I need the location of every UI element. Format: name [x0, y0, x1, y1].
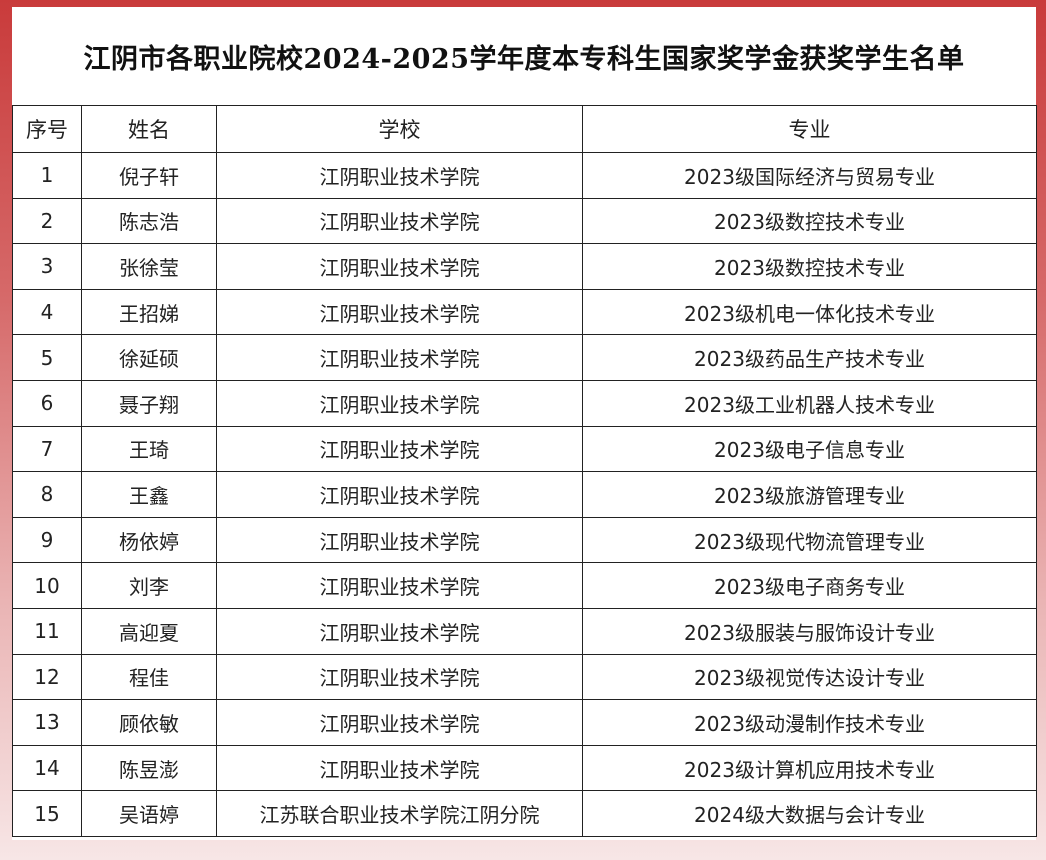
major-cell: 2023级国际经济与贸易专业: [582, 152, 1037, 199]
name-cell: 倪子轩: [81, 152, 217, 199]
major-cell: 2023级工业机器人技术专业: [582, 379, 1037, 427]
table-row: 15 吴语婷 江苏联合职业技术学院江阴分院 2024级大数据与会计专业: [12, 790, 1037, 837]
name-cell: 刘李: [81, 562, 217, 609]
major-cell: 2024级大数据与会计专业: [582, 790, 1037, 837]
table-row: 6 聂子翔 江阴职业技术学院 2023级工业机器人技术专业: [12, 379, 1037, 427]
major-cell: 2023级服装与服饰设计专业: [582, 607, 1037, 655]
major-cell: 2023级动漫制作技术专业: [582, 699, 1037, 746]
index-cell: 12: [12, 653, 82, 701]
table-row: 13 顾依敏 江阴职业技术学院 2023级动漫制作技术专业: [12, 699, 1037, 746]
index-cell: 10: [12, 562, 82, 609]
school-cell: 江阴职业技术学院: [216, 243, 583, 290]
header-school: 学校: [216, 105, 583, 153]
major-cell: 2023级旅游管理专业: [582, 471, 1037, 518]
major-cell: 2023级数控技术专业: [582, 243, 1037, 290]
school-cell: 江阴职业技术学院: [216, 288, 583, 336]
school-cell: 江阴职业技术学院: [216, 699, 583, 746]
table-row: 12 程佳 江阴职业技术学院 2023级视觉传达设计专业: [12, 653, 1037, 701]
scholarship-table: 序号 姓名 学校 专业 1 倪子轩 江阴职业技术学院 2023级国际经济与贸易专业 2 陈…: [12, 105, 1037, 837]
major-cell: 2023级数控技术专业: [582, 197, 1037, 245]
school-cell: 江阴职业技术学院: [216, 425, 583, 473]
table-row: 14 陈昱澎 江阴职业技术学院 2023级计算机应用技术专业: [12, 744, 1037, 792]
name-cell: 顾依敏: [81, 699, 217, 746]
school-cell: 江阴职业技术学院: [216, 516, 583, 564]
school-cell: 江阴职业技术学院: [216, 744, 583, 792]
table-row: 8 王鑫 江阴职业技术学院 2023级旅游管理专业: [12, 471, 1037, 518]
school-cell: 江阴职业技术学院: [216, 471, 583, 518]
header-row: 序号 姓名 学校 专业: [12, 105, 1037, 153]
name-cell: 陈志浩: [81, 197, 217, 245]
school-cell: 江阴职业技术学院: [216, 607, 583, 655]
name-cell: 聂子翔: [81, 379, 217, 427]
index-cell: 9: [12, 516, 82, 564]
major-cell: 2023级药品生产技术专业: [582, 334, 1037, 381]
index-cell: 4: [12, 288, 82, 336]
name-cell: 高迎夏: [81, 607, 217, 655]
table-row: 1 倪子轩 江阴职业技术学院 2023级国际经济与贸易专业: [12, 152, 1037, 199]
table-row: 9 杨依婷 江阴职业技术学院 2023级现代物流管理专业: [12, 516, 1037, 564]
table-row: 11 高迎夏 江阴职业技术学院 2023级服装与服饰设计专业: [12, 607, 1037, 655]
table-row: 7 王琦 江阴职业技术学院 2023级电子信息专业: [12, 425, 1037, 473]
table-row: 3 张徐莹 江阴职业技术学院 2023级数控技术专业: [12, 243, 1037, 290]
school-cell: 江苏联合职业技术学院江阴分院: [216, 790, 583, 837]
name-cell: 王鑫: [81, 471, 217, 518]
index-cell: 11: [12, 607, 82, 655]
name-cell: 陈昱澎: [81, 744, 217, 792]
school-cell: 江阴职业技术学院: [216, 334, 583, 381]
major-cell: 2023级电子商务专业: [582, 562, 1037, 609]
index-cell: 14: [12, 744, 82, 792]
major-cell: 2023级现代物流管理专业: [582, 516, 1037, 564]
header-index: 序号: [12, 105, 82, 153]
school-cell: 江阴职业技术学院: [216, 653, 583, 701]
index-cell: 6: [12, 379, 82, 427]
name-cell: 张徐莹: [81, 243, 217, 290]
table-row: 10 刘李 江阴职业技术学院 2023级电子商务专业: [12, 562, 1037, 609]
page-title: 江阴市各职业院校2024-2025学年度本专科生国家奖学金获奖学生名单: [83, 43, 965, 75]
major-cell: 2023级电子信息专业: [582, 425, 1037, 473]
name-cell: 吴语婷: [81, 790, 217, 837]
name-cell: 程佳: [81, 653, 217, 701]
index-cell: 5: [12, 334, 82, 381]
index-cell: 1: [12, 152, 82, 199]
major-cell: 2023级计算机应用技术专业: [582, 744, 1037, 792]
name-cell: 杨依婷: [81, 516, 217, 564]
major-cell: 2023级机电一体化技术专业: [582, 288, 1037, 336]
index-cell: 7: [12, 425, 82, 473]
name-cell: 徐延硕: [81, 334, 217, 381]
header-name: 姓名: [81, 105, 217, 153]
index-cell: 2: [12, 197, 82, 245]
index-cell: 15: [12, 790, 82, 837]
document-card: 江阴市各职业院校2024-2025学年度本专科生国家奖学金获奖学生名单 序号 姓…: [12, 7, 1037, 840]
school-cell: 江阴职业技术学院: [216, 379, 583, 427]
major-cell: 2023级视觉传达设计专业: [582, 653, 1037, 701]
index-cell: 13: [12, 699, 82, 746]
school-cell: 江阴职业技术学院: [216, 562, 583, 609]
table-row: 2 陈志浩 江阴职业技术学院 2023级数控技术专业: [12, 197, 1037, 245]
table-row: 4 王招娣 江阴职业技术学院 2023级机电一体化技术专业: [12, 288, 1037, 336]
header-major: 专业: [582, 105, 1037, 153]
school-cell: 江阴职业技术学院: [216, 197, 583, 245]
school-cell: 江阴职业技术学院: [216, 152, 583, 199]
name-cell: 王招娣: [81, 288, 217, 336]
name-cell: 王琦: [81, 425, 217, 473]
index-cell: 3: [12, 243, 82, 290]
table-row: 5 徐延硕 江阴职业技术学院 2023级药品生产技术专业: [12, 334, 1037, 381]
index-cell: 8: [12, 471, 82, 518]
